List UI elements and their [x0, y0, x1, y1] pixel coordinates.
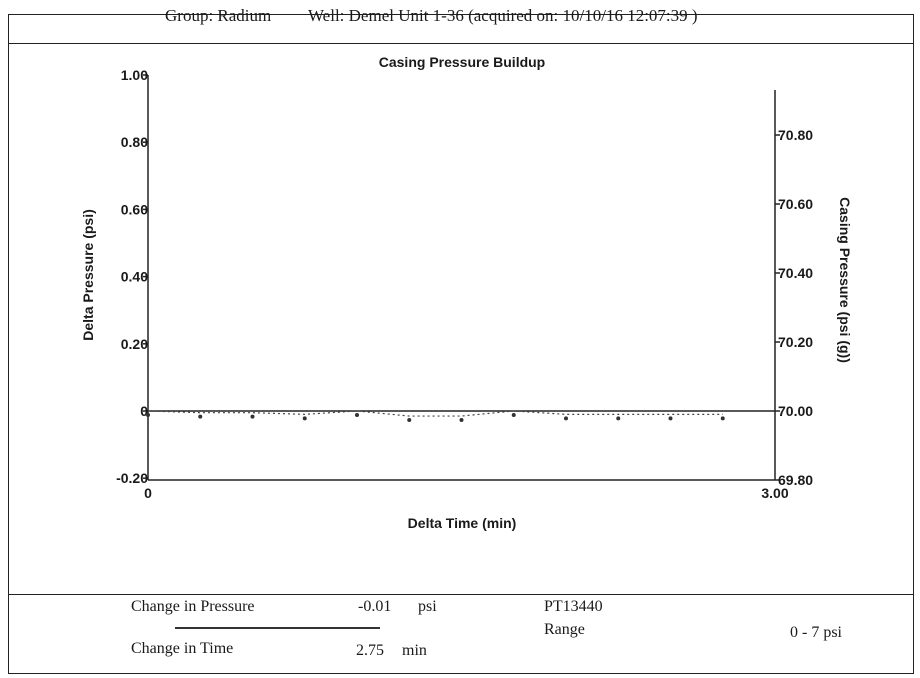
data-point	[616, 416, 621, 421]
left-tick-label: 1.00	[121, 67, 148, 83]
right-y-axis-label: Casing Pressure (psi (g))	[837, 197, 853, 363]
change-pressure-label: Change in Pressure	[131, 598, 255, 615]
x-axis-label: Delta Time (min)	[408, 515, 517, 531]
data-point	[355, 413, 359, 417]
left-y-axis-label: Delta Pressure (psi)	[80, 209, 96, 341]
change-pressure-unit: psi	[418, 598, 437, 615]
left-tick-label: 0	[140, 403, 148, 419]
series-group	[146, 410, 725, 423]
right-tick-label: 70.40	[778, 265, 813, 281]
left-tick-label: 0.60	[121, 201, 148, 217]
x-tick-label: 0	[144, 485, 152, 501]
range-label: Range	[544, 621, 585, 638]
right-tick-label: 70.20	[778, 334, 813, 350]
left-tick-label: -0.20	[116, 470, 148, 486]
change-pressure-value: -0.01	[358, 598, 392, 615]
left-tick-group: 1.00 0.80 0.60 0.40 0.20 0 -0.20	[116, 67, 148, 486]
data-point	[564, 416, 568, 421]
right-tick-label: 70.80	[778, 127, 813, 143]
range-value: 0 - 7 psi	[790, 624, 842, 641]
footer-divider	[8, 594, 914, 595]
series-line	[147, 410, 723, 417]
x-tick-group: 0 3.00	[144, 485, 789, 501]
right-tick-label: 69.80	[778, 472, 813, 488]
x-tick-label: 3.00	[761, 485, 788, 501]
report-frame	[8, 14, 914, 674]
group-label: Group: Radium	[165, 6, 272, 25]
change-time-unit: min	[402, 642, 427, 659]
data-point	[720, 416, 725, 421]
right-tick-label: 70.00	[778, 403, 813, 419]
right-tick-group: 70.80 70.60 70.40 70.20 70.00 69.80	[775, 127, 813, 488]
data-point	[668, 416, 673, 421]
left-tick-label: 0.20	[121, 336, 148, 352]
data-point	[250, 414, 255, 419]
header-bar	[8, 14, 914, 44]
right-tick-label: 70.60	[778, 196, 813, 212]
change-time-value: 2.75	[356, 642, 384, 659]
change-time-label: Change in Time	[131, 640, 234, 657]
data-point	[511, 413, 516, 417]
left-tick-label: 0.80	[121, 134, 148, 150]
chart-title: Casing Pressure Buildup	[379, 54, 545, 70]
data-point	[302, 416, 307, 421]
sensor-id: PT13440	[544, 598, 603, 615]
left-tick-label: 0.40	[121, 269, 148, 285]
data-point	[459, 418, 464, 423]
data-point	[198, 414, 203, 419]
well-label: Well: Demel Unit 1-36 (acquired on: 10/1…	[308, 6, 698, 25]
data-point	[146, 413, 150, 417]
data-point	[407, 418, 412, 423]
footer-underline	[175, 627, 380, 629]
